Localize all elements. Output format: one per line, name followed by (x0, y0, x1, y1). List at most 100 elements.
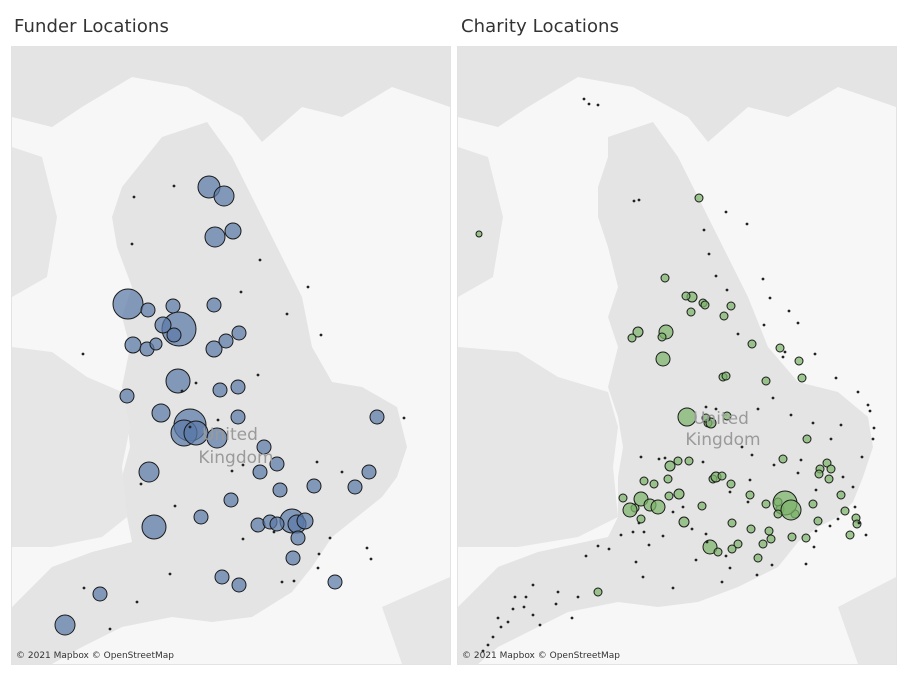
location-marker[interactable] (713, 547, 723, 557)
location-dot[interactable] (681, 505, 685, 509)
location-marker[interactable] (224, 222, 242, 240)
location-dot[interactable] (724, 210, 728, 214)
location-marker[interactable] (797, 373, 807, 383)
location-dot[interactable] (82, 586, 86, 590)
location-dot[interactable] (402, 416, 406, 420)
location-marker[interactable] (218, 333, 234, 349)
charity-map-canvas[interactable]: United Kingdom (458, 47, 896, 664)
location-dot[interactable] (641, 575, 645, 579)
location-marker[interactable] (649, 479, 659, 489)
location-dot[interactable] (811, 421, 815, 425)
location-dot[interactable] (132, 195, 136, 199)
location-marker[interactable] (694, 193, 704, 203)
location-dot[interactable] (272, 530, 276, 534)
location-marker[interactable] (758, 539, 768, 549)
location-marker[interactable] (753, 553, 763, 563)
location-dot[interactable] (702, 228, 706, 232)
location-marker[interactable] (206, 297, 222, 313)
location-dot[interactable] (860, 455, 864, 459)
location-marker[interactable] (361, 464, 377, 480)
location-marker[interactable] (726, 479, 736, 489)
location-marker[interactable] (746, 524, 756, 534)
location-dot[interactable] (789, 413, 793, 417)
location-dot[interactable] (292, 579, 296, 583)
location-dot[interactable] (108, 627, 112, 631)
location-dot[interactable] (511, 607, 515, 611)
location-dot[interactable] (736, 332, 740, 336)
location-dot[interactable] (841, 475, 845, 479)
location-dot[interactable] (829, 437, 833, 441)
location-marker[interactable] (206, 427, 228, 449)
location-dot[interactable] (596, 544, 600, 548)
location-marker[interactable] (773, 509, 783, 519)
location-marker[interactable] (230, 379, 246, 395)
location-dot[interactable] (316, 566, 320, 570)
location-dot[interactable] (486, 643, 490, 647)
location-dot[interactable] (619, 533, 623, 537)
location-dot[interactable] (317, 552, 321, 556)
location-dot[interactable] (637, 198, 641, 202)
location-marker[interactable] (660, 273, 670, 283)
location-dot[interactable] (531, 613, 535, 617)
location-marker[interactable] (775, 343, 785, 353)
location-dot[interactable] (258, 258, 262, 262)
location-marker[interactable] (347, 479, 363, 495)
location-marker[interactable] (840, 506, 850, 516)
location-dot[interactable] (241, 463, 245, 467)
location-dot[interactable] (671, 510, 675, 514)
map-attribution[interactable]: © 2021 Mapbox © OpenStreetMap (462, 651, 620, 661)
location-marker[interactable] (193, 509, 209, 525)
location-dot[interactable] (657, 457, 661, 461)
location-marker[interactable] (717, 471, 727, 481)
location-dot[interactable] (513, 595, 517, 599)
location-dot[interactable] (661, 534, 665, 538)
location-marker[interactable] (54, 614, 76, 636)
location-dot[interactable] (814, 488, 818, 492)
location-dot[interactable] (596, 103, 600, 107)
location-marker[interactable] (794, 356, 804, 366)
location-dot[interactable] (365, 546, 369, 550)
location-marker[interactable] (204, 226, 226, 248)
location-dot[interactable] (714, 274, 718, 278)
location-marker[interactable] (778, 454, 788, 464)
location-marker[interactable] (618, 493, 628, 503)
location-dot[interactable] (771, 396, 775, 400)
location-dot[interactable] (720, 580, 724, 584)
location-marker[interactable] (327, 574, 343, 590)
location-marker[interactable] (761, 376, 771, 386)
location-dot[interactable] (491, 635, 495, 639)
location-dot[interactable] (812, 545, 816, 549)
location-dot[interactable] (714, 407, 718, 411)
location-dot[interactable] (728, 566, 732, 570)
location-marker[interactable] (681, 291, 691, 301)
location-dot[interactable] (756, 407, 760, 411)
location-marker[interactable] (678, 516, 690, 528)
location-dot[interactable] (481, 649, 485, 653)
location-marker[interactable] (593, 587, 603, 597)
location-dot[interactable] (804, 562, 808, 566)
location-dot[interactable] (705, 540, 709, 544)
location-marker[interactable] (140, 302, 156, 318)
location-marker[interactable] (269, 456, 285, 472)
location-marker[interactable] (165, 368, 191, 394)
location-dot[interactable] (582, 97, 586, 101)
location-marker[interactable] (787, 532, 797, 542)
location-dot[interactable] (871, 437, 875, 441)
location-dot[interactable] (770, 563, 774, 567)
location-dot[interactable] (853, 505, 857, 509)
location-marker[interactable] (223, 492, 239, 508)
location-dot[interactable] (315, 460, 319, 464)
location-marker[interactable] (673, 488, 685, 500)
location-dot[interactable] (704, 532, 708, 536)
location-dot[interactable] (607, 547, 611, 551)
location-marker[interactable] (745, 490, 755, 500)
location-dot[interactable] (632, 199, 636, 203)
location-marker[interactable] (290, 530, 306, 546)
location-marker[interactable] (252, 464, 268, 480)
location-dot[interactable] (746, 500, 750, 504)
location-dot[interactable] (761, 277, 765, 281)
location-dot[interactable] (872, 426, 876, 430)
location-marker[interactable] (726, 301, 736, 311)
location-marker[interactable] (802, 434, 812, 444)
location-dot[interactable] (828, 524, 832, 528)
